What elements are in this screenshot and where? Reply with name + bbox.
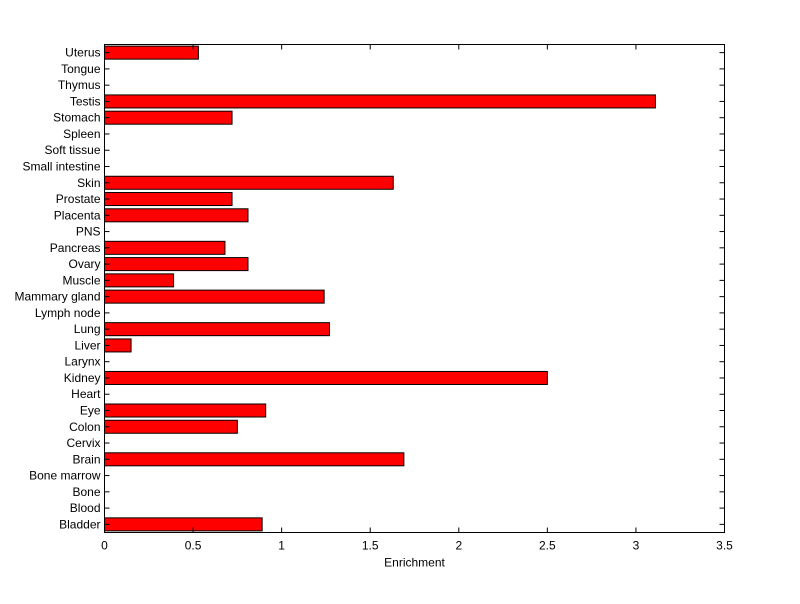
bar-muscle (104, 273, 175, 288)
bar-lung (104, 322, 330, 337)
y-tick-label: Lung (74, 322, 101, 336)
bar-testis (104, 94, 656, 109)
y-tick-label: Mammary gland (14, 290, 100, 304)
y-tick-label: Blood (70, 501, 101, 515)
bar-ovary (104, 257, 249, 272)
y-tick-label: Soft tissue (44, 143, 100, 157)
labels-layer: Uterus Tongue Thymus Testis Stomach Spleen Sof… (14, 46, 733, 553)
bar-brain (104, 452, 405, 467)
x-tick-label: 0.5 (185, 539, 202, 553)
y-tick-label: Muscle (62, 273, 100, 287)
x-tick-label: 1.5 (362, 539, 379, 553)
bar-pancreas (104, 240, 226, 255)
y-tick-label: Small intestine (22, 160, 100, 174)
y-tick-label: Kidney (64, 371, 101, 385)
bar-prostate (104, 192, 233, 207)
ticks-layer (104, 44, 725, 533)
y-tick-label: Larynx (64, 355, 100, 369)
bar-colon (104, 419, 238, 434)
y-tick-label: Thymus (58, 78, 101, 92)
x-tick-label: 3.5 (716, 539, 733, 553)
y-tick-label: Colon (69, 420, 100, 434)
y-tick-label: Lymph node (35, 306, 101, 320)
bar-eye (104, 403, 267, 418)
y-tick-label: Stomach (53, 111, 100, 125)
x-tick-label: 0 (101, 539, 108, 553)
y-tick-label: Placenta (54, 208, 101, 222)
y-tick-label: Brain (72, 452, 100, 466)
x-tick-label: 3 (633, 539, 640, 553)
x-tick-label: 1 (278, 539, 285, 553)
bars-layer (104, 45, 656, 532)
bar-skin (104, 175, 394, 190)
y-tick-label: Ovary (68, 257, 100, 271)
y-tick-label: Liver (74, 338, 100, 352)
bar-stomach (104, 110, 233, 125)
y-tick-label: Skin (77, 176, 100, 190)
y-tick-label: Bladder (59, 517, 100, 531)
y-tick-label: Eye (80, 404, 101, 418)
y-tick-label: Testis (70, 94, 101, 108)
y-tick-label: Prostate (56, 192, 101, 206)
y-tick-label: Uterus (65, 46, 100, 60)
y-tick-label: Heart (71, 387, 101, 401)
y-tick-label: Pancreas (50, 241, 101, 255)
bar-mammary-gland (104, 289, 325, 304)
y-tick-label: PNS (76, 225, 101, 239)
y-tick-label: Tongue (61, 62, 101, 76)
bar-uterus (104, 45, 199, 60)
bar-bladder (104, 517, 263, 532)
x-tick-label: 2 (455, 539, 462, 553)
x-tick-label: 2.5 (539, 539, 556, 553)
y-tick-label: Bone marrow (29, 469, 101, 483)
y-tick-label: Bone (72, 485, 100, 499)
y-tick-label: Cervix (66, 436, 100, 450)
x-axis-label: Enrichment (384, 556, 445, 570)
bar-placenta (104, 208, 249, 223)
y-tick-label: Spleen (63, 127, 100, 141)
plot-frame (104, 44, 725, 533)
bar-kidney (104, 370, 548, 385)
